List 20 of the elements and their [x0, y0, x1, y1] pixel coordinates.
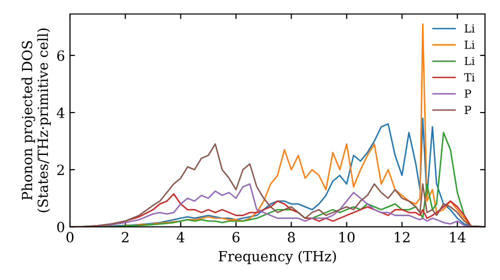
- x-axis-title: Frequency (THz): [218, 250, 336, 264]
- y-axis-title: Phonon projected DOS (States/THz·primitive cell): [22, 28, 51, 212]
- legend-label: Li: [464, 56, 475, 66]
- x-tick-label: 10: [340, 232, 355, 242]
- x-tick-label: 12: [394, 232, 410, 242]
- y-tick-label: 0: [57, 222, 64, 232]
- y-tick-label: 4: [56, 108, 64, 118]
- x-tick-label: 6: [232, 232, 240, 242]
- legend-label: P: [464, 90, 472, 98]
- x-tick-label: 8: [288, 232, 295, 242]
- legend-label: Li: [464, 24, 475, 32]
- x-tick-label: 2: [122, 232, 128, 242]
- legend-label: Li: [464, 40, 475, 49]
- y-tick-label: 6: [57, 50, 64, 61]
- legend-label: P: [464, 106, 472, 114]
- legend-label: Ti: [464, 73, 475, 82]
- x-tick-label: 0: [66, 232, 74, 242]
- x-tick-label: 14: [450, 232, 466, 242]
- y-tick-label: 2: [57, 164, 64, 175]
- x-tick-label: 4: [176, 232, 184, 242]
